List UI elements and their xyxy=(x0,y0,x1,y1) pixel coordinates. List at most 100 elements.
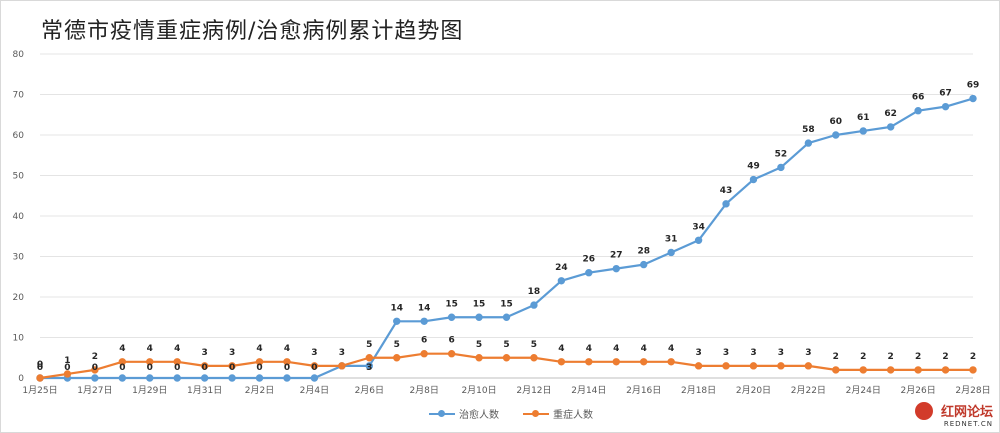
data-label: 43 xyxy=(720,186,733,196)
data-label: 3 xyxy=(778,348,784,358)
data-label: 4 xyxy=(613,344,619,354)
data-point xyxy=(502,354,511,362)
data-point xyxy=(557,358,566,366)
data-label: 6 xyxy=(448,336,454,346)
data-point xyxy=(749,362,758,370)
data-label: 62 xyxy=(884,109,897,119)
data-label: 26 xyxy=(583,255,596,265)
data-point xyxy=(228,362,236,370)
y-tick-label: 0 xyxy=(18,374,24,384)
data-label: 3 xyxy=(805,348,811,358)
legend-item-severe: 重症人数 xyxy=(523,406,593,421)
data-label: 0 xyxy=(256,363,262,373)
data-point xyxy=(393,354,401,362)
data-point xyxy=(640,260,648,269)
data-point xyxy=(694,236,703,245)
data-point xyxy=(420,350,428,358)
data-label: 31 xyxy=(665,234,678,244)
data-label: 4 xyxy=(558,344,564,354)
data-label: 15 xyxy=(445,299,458,309)
data-point xyxy=(777,362,785,370)
data-point xyxy=(146,358,154,366)
data-label: 0 xyxy=(202,363,208,373)
data-point xyxy=(886,366,895,374)
data-point xyxy=(667,358,675,366)
legend-item-cured: 治愈人数 xyxy=(429,406,499,421)
data-point xyxy=(173,358,181,366)
y-tick-label: 80 xyxy=(13,50,25,60)
x-tick-label: 1月25日 xyxy=(22,385,57,396)
y-tick-label: 60 xyxy=(13,131,25,141)
data-label: 24 xyxy=(555,263,568,273)
data-label: 49 xyxy=(747,162,760,172)
data-label: 58 xyxy=(802,125,815,135)
y-tick-label: 10 xyxy=(13,334,25,344)
data-label: 52 xyxy=(775,149,788,159)
data-point xyxy=(365,362,373,370)
data-label: 0 xyxy=(37,360,43,370)
data-point xyxy=(832,366,840,374)
data-point xyxy=(749,175,758,184)
data-label: 4 xyxy=(256,344,262,354)
data-label: 2 xyxy=(915,352,921,362)
data-point xyxy=(310,362,319,370)
data-label: 3 xyxy=(366,363,372,373)
data-point xyxy=(530,301,538,309)
data-label: 0 xyxy=(147,363,153,373)
data-label: 4 xyxy=(174,344,180,354)
data-point xyxy=(91,366,99,374)
data-point xyxy=(667,248,675,257)
data-point xyxy=(200,374,209,382)
data-point xyxy=(777,163,785,172)
data-point xyxy=(804,362,813,370)
data-label: 2 xyxy=(833,352,839,362)
data-point xyxy=(173,374,181,382)
data-point xyxy=(969,366,977,374)
data-label: 0 xyxy=(284,363,290,373)
data-label: 0 xyxy=(229,363,235,373)
data-label: 2 xyxy=(942,352,948,362)
data-label: 5 xyxy=(531,340,537,350)
legend-label-severe: 重症人数 xyxy=(553,410,593,421)
data-point xyxy=(585,358,593,366)
x-tick-label: 2月14日 xyxy=(571,385,606,396)
data-point xyxy=(146,374,154,382)
chart-title: 常德市疫情重症病例/治愈病例累计趋势图 xyxy=(41,19,464,44)
data-point xyxy=(502,313,511,321)
data-label: 3 xyxy=(695,348,701,358)
legend-label-cured: 治愈人数 xyxy=(459,410,499,421)
data-label: 4 xyxy=(641,344,647,354)
data-label: 4 xyxy=(147,344,153,354)
data-point xyxy=(969,94,977,103)
data-label: 4 xyxy=(119,344,125,354)
data-label: 3 xyxy=(202,348,208,358)
data-label: 3 xyxy=(750,348,756,358)
x-tick-label: 2月2日 xyxy=(245,385,274,396)
x-tick-label: 2月22日 xyxy=(791,385,826,396)
data-label: 69 xyxy=(967,81,980,91)
data-label: 3 xyxy=(311,348,317,358)
y-tick-label: 40 xyxy=(13,212,25,222)
x-tick-label: 2月28日 xyxy=(955,385,990,396)
data-label: 0 xyxy=(311,363,317,373)
data-label: 15 xyxy=(500,299,513,309)
watermark-site: REDNET.CN xyxy=(943,420,993,428)
data-point xyxy=(63,370,72,378)
data-point xyxy=(640,358,648,366)
data-label: 2 xyxy=(92,352,98,362)
data-label: 2 xyxy=(970,352,976,362)
data-label: 34 xyxy=(692,222,705,232)
data-point xyxy=(255,374,264,382)
data-label: 2 xyxy=(888,352,894,362)
x-tick-label: 2月12日 xyxy=(516,385,551,396)
data-point xyxy=(200,362,209,370)
data-label: 0 xyxy=(64,363,70,373)
data-point xyxy=(832,131,840,139)
y-tick-label: 50 xyxy=(13,172,25,182)
data-point xyxy=(118,374,127,382)
data-point xyxy=(118,358,127,366)
y-tick-label: 20 xyxy=(13,293,25,303)
data-label: 0 xyxy=(37,363,43,373)
data-label: 1 xyxy=(64,356,70,366)
